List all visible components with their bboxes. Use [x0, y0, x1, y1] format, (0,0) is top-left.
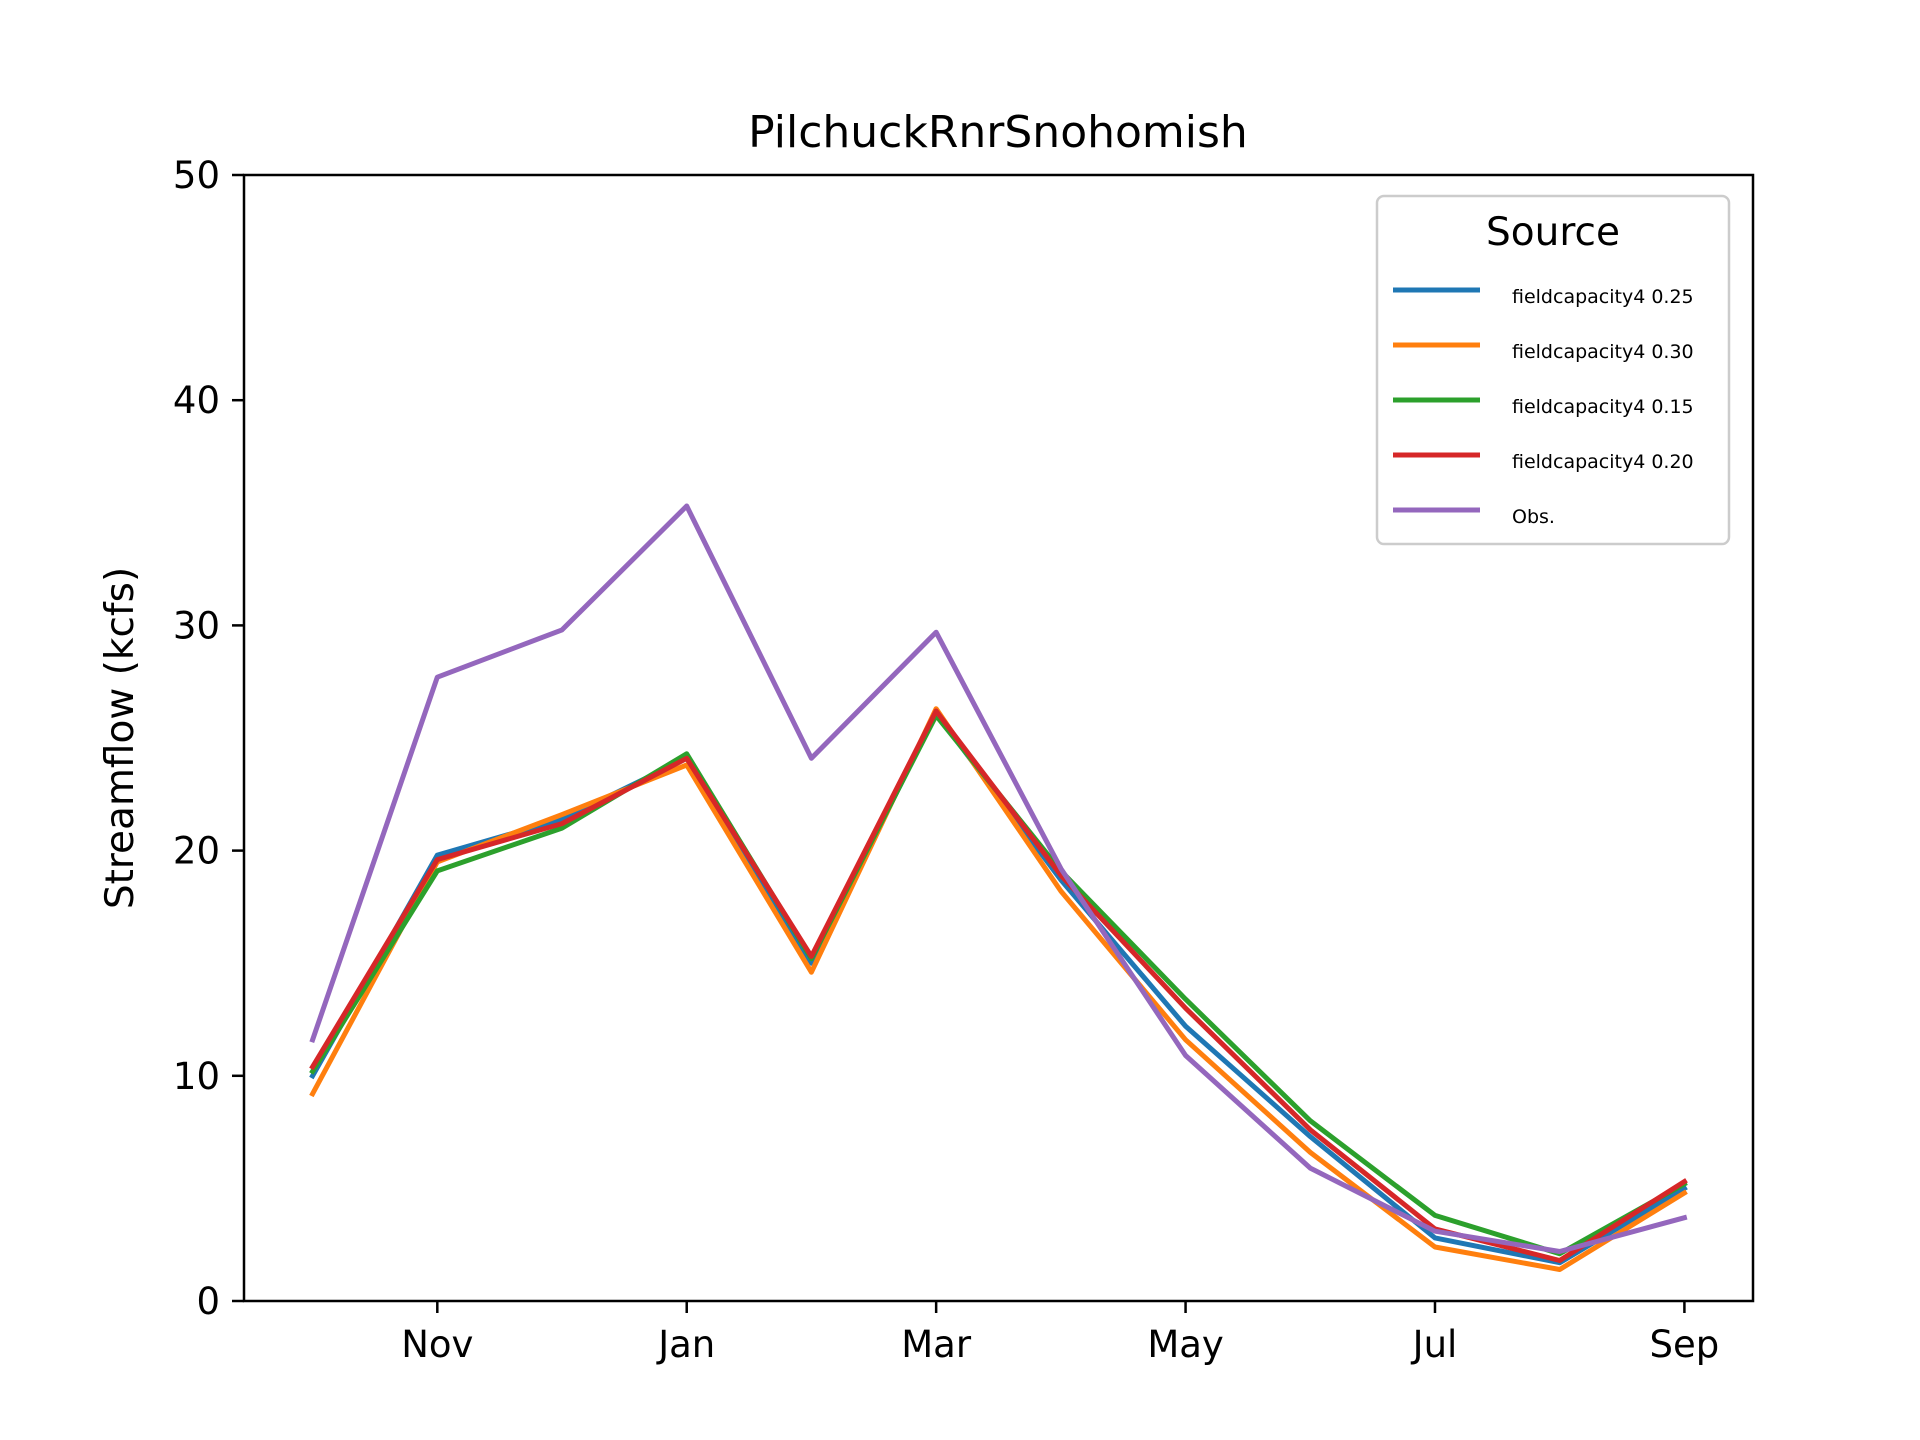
y-tick-label: 0: [196, 1280, 220, 1323]
legend-label-1: fieldcapacity4 0.30: [1512, 341, 1694, 363]
y-tick-label: 20: [173, 830, 220, 873]
legend-label-0: fieldcapacity4 0.25: [1512, 286, 1694, 308]
series-line-1: [309, 706, 1688, 1272]
y-tick-label: 50: [173, 154, 220, 197]
plot-frame: [242, 173, 1755, 1303]
y-axis-label: Streamflow (kcfs): [98, 567, 143, 909]
x-axis: Nov Jan Mar May Jul Sep: [401, 1301, 1719, 1366]
y-tick-label: 30: [173, 604, 220, 647]
chart-title: PilchuckRnrSnohomish: [748, 107, 1248, 158]
legend-entries: fieldcapacity4 0.25 fieldcapacity4 0.30 fi…: [1393, 286, 1694, 528]
legend: Source fieldcapacity4 0.25fieldcapacity4…: [1375, 194, 1731, 546]
x-tick-label: Jan: [656, 1323, 715, 1366]
plot-lines: [309, 503, 1688, 1272]
y-axis: 0 10 20 30 40 50: [173, 154, 244, 1323]
x-tick-label: Jul: [1411, 1323, 1458, 1366]
x-tick-label: Mar: [901, 1323, 972, 1366]
x-tick-label: May: [1147, 1323, 1224, 1366]
legend-title: Source: [1486, 210, 1620, 255]
y-tick-label: 40: [173, 379, 220, 422]
x-tick-label: Nov: [401, 1323, 473, 1366]
y-tick-label: 10: [173, 1055, 220, 1098]
legend-label-2: fieldcapacity4 0.15: [1512, 396, 1694, 418]
x-tick-label: Sep: [1650, 1323, 1720, 1366]
legend-label-3: fieldcapacity4 0.20: [1512, 451, 1694, 473]
legend-label-4: Obs.: [1512, 506, 1555, 528]
series-line-4: [309, 503, 1688, 1254]
